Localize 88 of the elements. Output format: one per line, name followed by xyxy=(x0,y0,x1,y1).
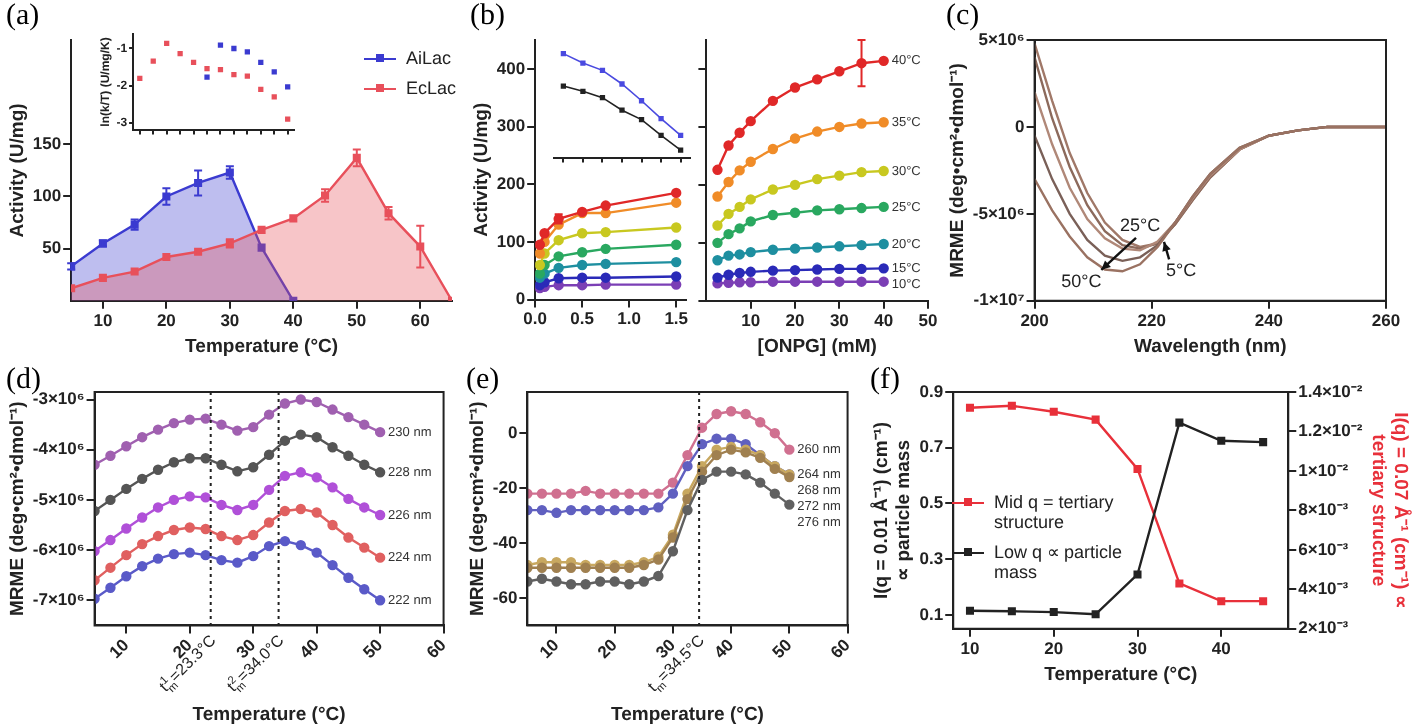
legend-label: AiLac xyxy=(405,48,451,68)
x-axis-title: [ONPG] (mM) xyxy=(757,335,877,358)
y2-tick-label: 1.4×10⁻² xyxy=(1298,380,1363,401)
chart-title: (b) xyxy=(470,0,505,34)
y-tick-label: 5×10⁶ xyxy=(978,28,1025,49)
x-tick-label: 40 xyxy=(283,309,304,330)
y-axis-title: MRME (deg•cm²•dmol⁻¹) xyxy=(466,401,489,616)
x-axis-title: Temperature (°C) xyxy=(192,703,346,726)
x-tick-label: 40 xyxy=(874,309,894,330)
x-tick-label: 10 xyxy=(104,634,133,663)
x-tick-label: 20 xyxy=(156,309,177,330)
legend-label: EcLac xyxy=(405,78,456,98)
x-tick-label: 1.0 xyxy=(617,308,642,329)
y-tick-label: -6×10⁶ xyxy=(32,538,85,559)
y-tick-label: 150 xyxy=(32,133,62,154)
x-tick-label: 30 xyxy=(220,309,240,330)
y-tick-label: 200 xyxy=(496,172,526,193)
x-axis-title: Temperature (°C) xyxy=(611,703,764,726)
x-tick-label: 40 xyxy=(1211,637,1232,658)
y-tick-label: 0.7 xyxy=(919,436,944,457)
y-tick-label: 0.3 xyxy=(919,547,944,568)
x-tick-label: 240 xyxy=(1254,309,1284,330)
y-axis-title: MRME (deg•cm²•dmol⁻¹) xyxy=(946,63,969,278)
y2-axis-title: I(q) = 0.07 Å⁻¹ (cm⁻¹) ∝ tertiary structure xyxy=(1366,412,1414,609)
x-tick-label: 10 xyxy=(960,637,980,658)
y-axis-title: MRME (deg•cm²•dmol⁻¹) xyxy=(6,401,29,616)
y-tick-label: 0 xyxy=(515,288,526,309)
x-tick-label: 20 xyxy=(1044,637,1064,658)
x-tick-label: 50 xyxy=(347,309,367,330)
x-tick-label: 1.5 xyxy=(664,308,689,329)
y2-tick-label: 2×10⁻³ xyxy=(1298,617,1349,638)
x-tick-label: 40 xyxy=(295,634,324,663)
y-tick-label: -20 xyxy=(492,476,518,497)
chart-title: (f) xyxy=(870,364,900,398)
x-tick-label: 200 xyxy=(1020,309,1050,330)
x-tick-label: 40 xyxy=(709,634,738,663)
y-tick-label: 100 xyxy=(32,185,62,206)
y-tick-label: 100 xyxy=(496,230,526,251)
y-tick-label: 0.9 xyxy=(919,380,944,401)
annotation: 5°C xyxy=(1166,260,1198,281)
y-tick-label: -1×10⁷ xyxy=(973,289,1026,310)
x-tick-label: 60 xyxy=(422,634,451,663)
x-tick-label: 10 xyxy=(741,309,761,330)
x-tick-label: 20 xyxy=(593,634,622,663)
x-tick-label: 50 xyxy=(358,634,387,663)
x-axis-title: Wavelength (nm) xyxy=(1134,335,1287,358)
y-tick-label: -60 xyxy=(492,586,518,607)
y2-tick-label: 4×10⁻³ xyxy=(1298,578,1349,599)
y-tick-label: 50 xyxy=(42,237,62,258)
x-axis-title: Temperature (°C) xyxy=(185,335,339,358)
x-tick-label: 60 xyxy=(826,634,855,663)
chart-title: (e) xyxy=(466,364,500,398)
y-axis-title: Activity (U/mg) xyxy=(6,103,29,238)
y2-tick-label: 6×10⁻³ xyxy=(1298,538,1349,559)
y-axis-title: Activity (U/mg) xyxy=(470,102,493,237)
annotation: 25°C xyxy=(1119,214,1162,235)
y-tick-label: -5×10⁶ xyxy=(972,202,1025,223)
x-tick-label: 10 xyxy=(535,634,563,663)
y-tick-label: 400 xyxy=(496,57,526,78)
y-tick-label: 0 xyxy=(507,421,518,442)
x-tick-label: 10 xyxy=(93,309,113,330)
y2-tick-label: 8×10⁻³ xyxy=(1298,499,1349,520)
y2-tick-label: 1.2×10⁻² xyxy=(1298,420,1363,441)
annotation: 50°C xyxy=(1061,270,1103,291)
x-axis-title: Temperature (°C) xyxy=(1044,663,1198,686)
y-tick-label: 0.1 xyxy=(919,603,944,624)
x-tick-label: 60 xyxy=(410,309,431,330)
y-tick-label: 0.5 xyxy=(919,492,944,513)
x-tick-label: 0.0 xyxy=(523,308,548,329)
y-tick-label: 0 xyxy=(1015,115,1026,136)
y-tick-label: -4×10⁶ xyxy=(32,438,85,459)
x-tick-label: 30 xyxy=(829,309,850,330)
x-tick-label: 20 xyxy=(785,309,806,330)
y-tick-label: -5×10⁶ xyxy=(32,488,85,509)
x-tick-label: 30 xyxy=(1128,637,1148,658)
x-tick-label: 0.5 xyxy=(570,308,595,329)
y2-tick-label: 1×10⁻² xyxy=(1298,459,1349,480)
x-tick-label: 220 xyxy=(1137,309,1167,330)
chart-title: (a) xyxy=(6,0,40,34)
y-tick-label: -7×10⁶ xyxy=(32,588,85,609)
legend-label: Mid q = tertiary structure xyxy=(994,492,1116,532)
x-tick-label: 50 xyxy=(767,634,796,663)
y-tick-label: 300 xyxy=(496,115,526,136)
y-tick-label: -40 xyxy=(492,531,518,552)
chart-title: (c) xyxy=(946,0,980,33)
x-tick-label: 260 xyxy=(1371,309,1401,330)
legend-label: Low q ∝ particle mass xyxy=(994,542,1125,582)
y-axis-title: I(q = 0.01 Å⁻¹) (cm⁻¹) ∝ particle mass xyxy=(868,421,916,600)
